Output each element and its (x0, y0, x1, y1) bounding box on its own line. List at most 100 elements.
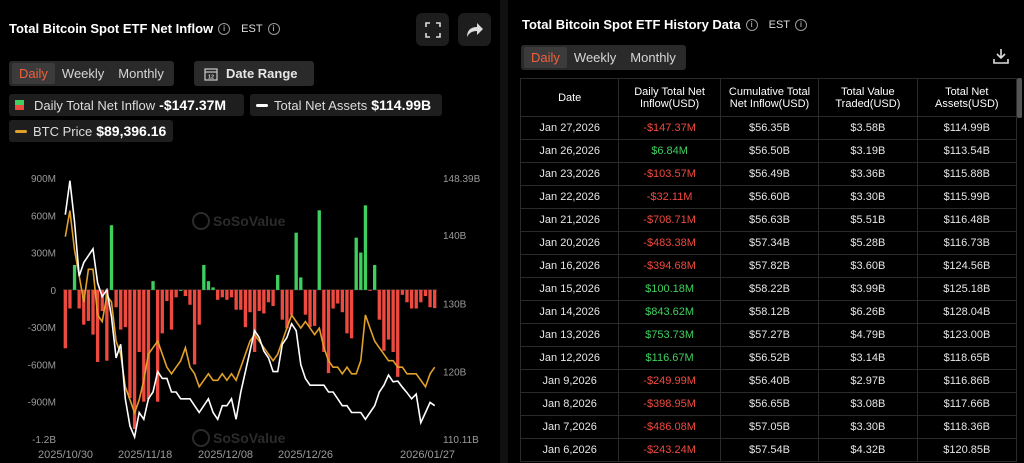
inflow-bar (308, 289, 312, 328)
cell-value-traded: $3.19B (818, 139, 918, 163)
chart-tab-weekly[interactable]: Weekly (61, 66, 105, 81)
legend-btc-value: $89,396.16 (96, 123, 167, 139)
table-scrollbar[interactable] (1017, 78, 1022, 118)
table-row[interactable]: Jan 15,2026 $100.18M $58.22B $3.99B $125.18B (519, 277, 1018, 301)
col-header-daily-inflow[interactable]: Daily Total Net Inflow(USD) (618, 78, 721, 117)
table-row[interactable]: Jan 6,2026 -$243.24M $57.54B $4.32B $120.85B (519, 438, 1018, 462)
history-table: Date Daily Total Net Inflow(USD) Cumulat… (519, 78, 1018, 462)
inflow-bar (294, 232, 298, 290)
cell-daily-inflow: $116.67M (618, 346, 721, 370)
x-axis-tick-label: 2026/01/27 (400, 449, 455, 461)
legend-daily-inflow[interactable]: Daily Total Net Inflow -$147.37M (9, 94, 244, 116)
cell-daily-inflow: $100.18M (618, 277, 721, 301)
chart-tab-monthly[interactable]: Monthly (118, 66, 164, 81)
chart-tab-daily[interactable]: Daily (12, 63, 55, 84)
history-tab-weekly[interactable]: Weekly (573, 50, 617, 65)
inflow-bar (63, 289, 67, 349)
history-timezone-info-icon[interactable]: i (795, 18, 808, 31)
history-data-panel: Total Bitcoin Spot ETF History Data i ES… (508, 0, 1024, 463)
inflow-bar (354, 237, 358, 290)
table-row[interactable]: Jan 9,2026 -$249.99M $56.40B $2.97B $116.86B (519, 369, 1018, 393)
cell-value-traded: $3.14B (818, 346, 918, 370)
cell-date: Jan 16,2026 (519, 254, 620, 278)
cell-daily-inflow: -$103.57M (618, 162, 721, 186)
watermark-logo-icon (192, 429, 210, 447)
inflow-bar (414, 289, 418, 309)
inflow-bar (248, 289, 252, 313)
table-row[interactable]: Jan 26,2026 $6.84M $56.50B $3.19B $113.54B (519, 139, 1018, 163)
table-row[interactable]: Jan 16,2026 -$394.68M $57.82B $3.60B $124.56… (519, 254, 1018, 278)
legend-btc-label: BTC Price (33, 123, 93, 139)
info-icon[interactable]: i (218, 22, 231, 35)
table-row[interactable]: Jan 14,2026 $843.62M $58.12B $6.26B $128.04B (519, 300, 1018, 324)
table-row[interactable]: Jan 20,2026 -$483.38M $57.34B $5.28B $116.73… (519, 231, 1018, 255)
inflow-bar (183, 289, 188, 297)
col-header-net-assets[interactable]: Total Net Assets(USD) (916, 78, 1018, 117)
y-axis-tick-label: -900M (28, 398, 56, 409)
inflow-chart[interactable]: 900M 600M 300M 0 -300M -600M -900M -1.2B 148.39B… (0, 160, 500, 463)
table-row[interactable]: Jan 22,2026 -$32.11M $56.60B $3.30B $115.99B (519, 185, 1018, 209)
cell-date: Jan 8,2026 (519, 392, 620, 416)
table-row[interactable]: Jan 12,2026 $116.67M $56.52B $3.14B $118.65B (519, 346, 1018, 370)
download-button[interactable] (992, 47, 1010, 70)
inflow-bar (109, 225, 114, 290)
cell-net-assets: $125.18B (916, 277, 1018, 301)
col-header-date[interactable]: Date (519, 78, 620, 117)
y-axis-tick-label: 900M (31, 174, 56, 185)
x-axis-tick-label: 2025/11/18 (118, 449, 172, 461)
table-row[interactable]: Jan 13,2026 $753.73M $57.27B $4.79B $123.00B (519, 323, 1018, 347)
y2-axis-tick-label: 110.11B (443, 435, 479, 446)
cell-value-traded: $4.79B (818, 323, 918, 347)
cell-daily-inflow: $843.62M (618, 300, 721, 324)
cell-date: Jan 6,2026 (519, 438, 620, 462)
cell-daily-inflow: -$398.95M (618, 392, 721, 416)
table-row[interactable]: Jan 7,2026 -$486.08M $57.05B $3.30B $118.36B (519, 415, 1018, 439)
col-header-cumulative-inflow[interactable]: Cumulative Total Net Inflow(USD) (719, 78, 820, 117)
fullscreen-button[interactable] (416, 13, 449, 46)
inflow-bar (340, 289, 345, 313)
inflow-bar (146, 289, 151, 400)
inflow-bar (377, 289, 381, 320)
inflow-bar (206, 281, 211, 290)
legend-btc-price[interactable]: BTC Price $89,396.16 (9, 120, 173, 142)
cell-net-assets: $118.36B (916, 415, 1018, 439)
col-header-value-traded[interactable]: Total Value Traded(USD) (818, 78, 918, 117)
inflow-bar (299, 277, 303, 290)
inflow-bar (257, 289, 261, 311)
table-row[interactable]: Jan 27,2026 -$147.37M $56.35B $3.58B $114.99… (519, 116, 1018, 140)
x-axis-tick-label: 2025/10/30 (38, 449, 93, 461)
inflow-bar (179, 289, 183, 291)
date-range-button[interactable]: 12 Date Range (194, 61, 314, 86)
chart-panel-title: Total Bitcoin Spot ETF Net Inflow (9, 21, 214, 36)
legend-total-assets[interactable]: Total Net Assets $114.99B (250, 94, 442, 116)
y-axis-tick-label: 300M (31, 249, 56, 260)
timezone-info-icon[interactable]: i (267, 22, 280, 35)
cell-cumulative-inflow: $56.60B (719, 185, 820, 209)
inflow-bar (128, 289, 132, 398)
share-button[interactable] (458, 13, 491, 46)
inflow-bar (165, 289, 169, 302)
x-axis-tick-label: 2025/12/26 (278, 449, 333, 461)
inflow-bar (382, 289, 386, 351)
history-info-icon[interactable]: i (745, 18, 758, 31)
cell-cumulative-inflow: $56.65B (719, 392, 820, 416)
cell-net-assets: $123.00B (916, 323, 1018, 347)
cell-net-assets: $120.85B (916, 438, 1018, 462)
inflow-bar (336, 289, 340, 304)
table-row[interactable]: Jan 23,2026 -$103.57M $56.49B $3.36B $115.88… (519, 162, 1018, 186)
inflow-bar (419, 289, 423, 303)
table-row[interactable]: Jan 8,2026 -$398.95M $56.65B $3.08B $117.66B (519, 392, 1018, 416)
inflow-bar (289, 289, 294, 315)
y-axis-tick-label: 0 (50, 286, 56, 297)
cell-net-assets: $116.48B (916, 208, 1018, 232)
cell-value-traded: $3.58B (818, 116, 918, 140)
legend-daily-swatch (15, 100, 24, 110)
cell-date: Jan 12,2026 (519, 346, 620, 370)
history-tab-daily[interactable]: Daily (524, 47, 567, 68)
history-tab-monthly[interactable]: Monthly (630, 50, 676, 65)
inflow-chart-panel: Total Bitcoin Spot ETF Net Inflow i EST … (0, 0, 500, 463)
table-row[interactable]: Jan 21,2026 -$708.71M $56.63B $5.51B $116.48… (519, 208, 1018, 232)
inflow-bar (368, 289, 372, 291)
inflow-bar (317, 210, 321, 290)
legend-assets-value: $114.99B (371, 97, 432, 113)
